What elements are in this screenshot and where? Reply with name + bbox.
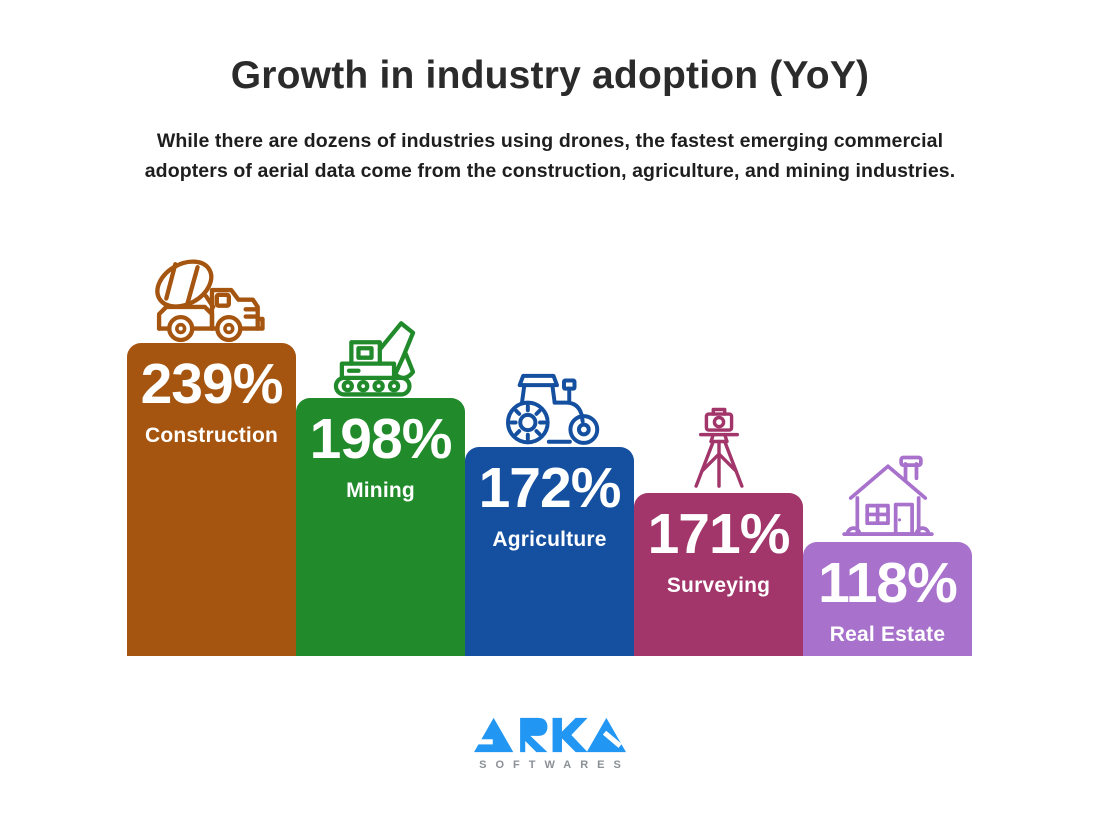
page-title: Growth in industry adoption (YoY) xyxy=(230,54,870,97)
subtitle: While there are dozens of industries usi… xyxy=(90,127,1010,186)
cement-mixer-truck-icon xyxy=(149,254,275,343)
bar-label: Agriculture xyxy=(492,528,607,551)
bar-value: 198% xyxy=(309,407,453,471)
excavator-icon xyxy=(331,315,431,398)
bar-chart: 239% Construction 198% Mining xyxy=(127,259,972,656)
house-icon xyxy=(841,454,934,542)
survey-tripod-icon xyxy=(687,406,751,493)
bar-label: Mining xyxy=(346,479,415,502)
bar-real-estate: 118% Real Estate xyxy=(803,455,972,656)
bar-label: Real Estate xyxy=(829,623,946,646)
bar-construction: 239% Construction xyxy=(127,259,296,656)
bar-surveying: 171% Surveying xyxy=(634,407,803,656)
arka-wordmark-icon xyxy=(474,717,626,753)
bar-value: 118% xyxy=(818,551,958,615)
tractor-icon xyxy=(496,370,604,447)
bar-label: Construction xyxy=(144,424,279,447)
bar-value: 171% xyxy=(647,502,791,566)
bar-label: Surveying xyxy=(666,574,771,597)
arka-logo: ARKA SOFTWARES xyxy=(0,716,1100,771)
bar-value: 172% xyxy=(478,456,622,520)
logo-subtext: SOFTWARES xyxy=(479,759,630,771)
bar-mining: 198% Mining xyxy=(296,321,465,656)
bar-agriculture: 172% Agriculture xyxy=(465,373,634,656)
bar-value: 239% xyxy=(140,352,284,416)
subtitle-line-2: adopters of aerial data come from the co… xyxy=(144,159,956,182)
subtitle-line-1: While there are dozens of industries usi… xyxy=(156,130,944,152)
